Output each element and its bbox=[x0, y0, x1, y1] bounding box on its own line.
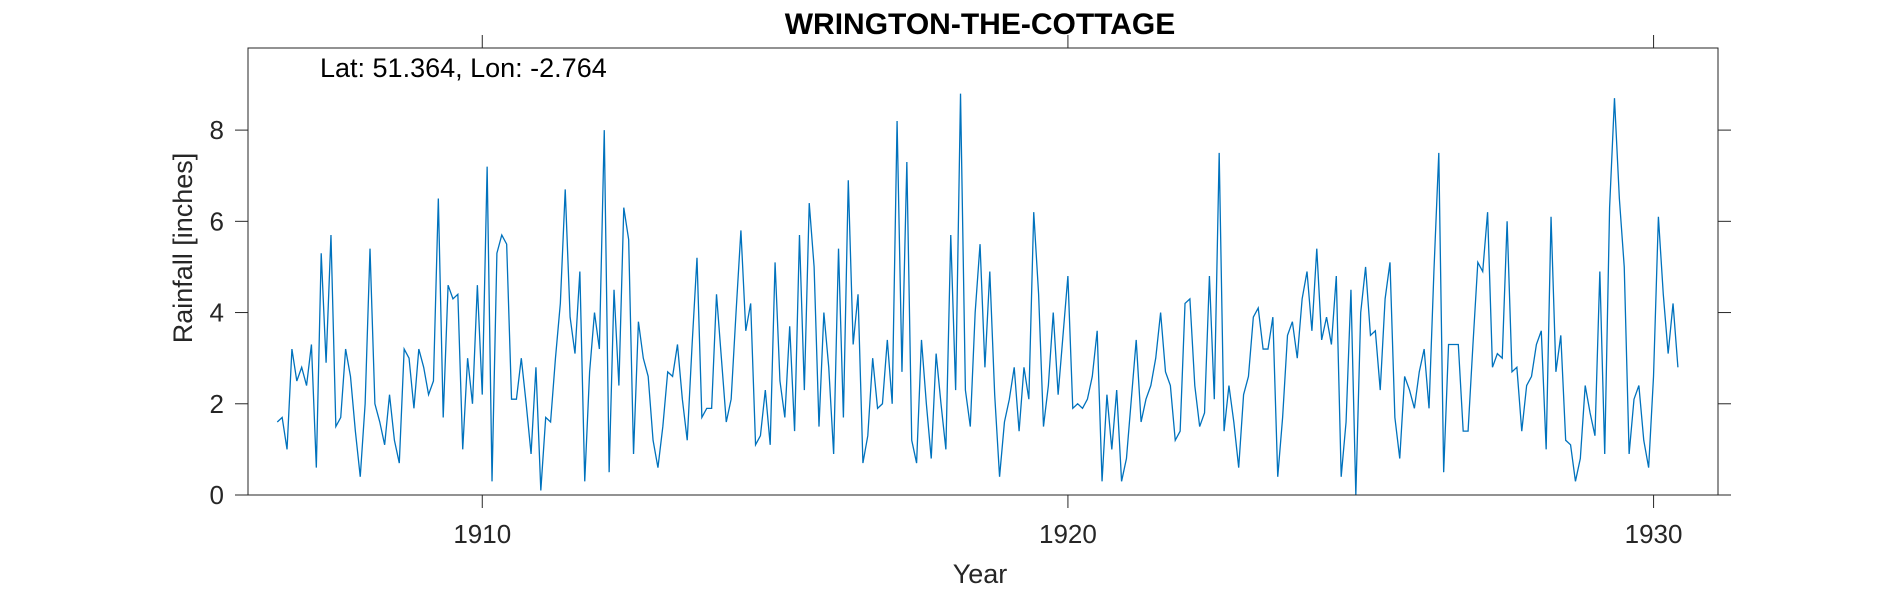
y-axis-label: Rainfall [inches] bbox=[168, 153, 198, 344]
y-tick-label: 8 bbox=[210, 115, 224, 145]
plot-frame bbox=[247, 47, 1719, 496]
x-tick-label: 1920 bbox=[1039, 519, 1097, 549]
location-annotation: Lat: 51.364, Lon: -2.764 bbox=[320, 53, 607, 83]
y-tick-label: 0 bbox=[210, 480, 224, 510]
y-tick-label: 2 bbox=[210, 389, 224, 419]
tick-marks bbox=[235, 35, 1731, 508]
y-tick-label: 6 bbox=[210, 206, 224, 236]
x-tick-label: 1930 bbox=[1625, 519, 1683, 549]
x-tick-label: 1910 bbox=[453, 519, 511, 549]
chart-title: WRINGTON-THE-COTTAGE bbox=[785, 8, 1176, 41]
rainfall-series-line bbox=[276, 93, 1679, 496]
y-tick-label: 4 bbox=[210, 298, 224, 328]
plot-area bbox=[248, 48, 1718, 495]
x-axis-label: Year bbox=[953, 559, 1008, 589]
tick-labels: 0 2 4 6 8 1910 1920 1930 bbox=[210, 115, 1683, 549]
